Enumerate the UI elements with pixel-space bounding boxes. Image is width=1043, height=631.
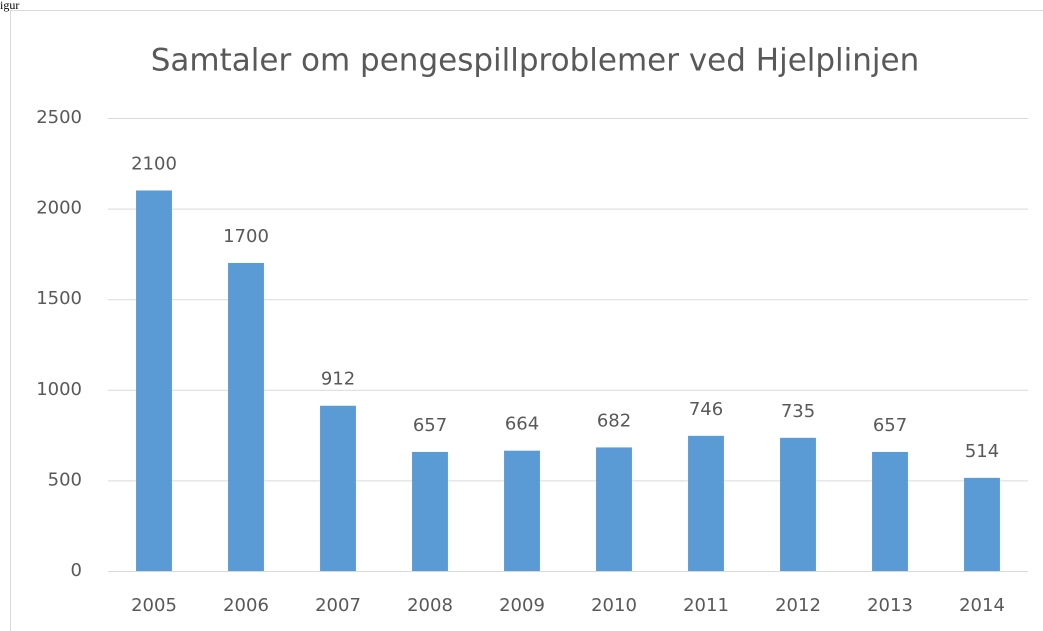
data-label: 682 [597,410,631,431]
caption: igur [0,0,19,12]
data-label: 912 [321,369,355,390]
x-tick-label: 2006 [223,595,269,616]
data-label: 2100 [131,153,177,174]
data-label: 514 [965,441,999,462]
data-label: 735 [781,401,815,422]
x-tick-label: 2014 [959,595,1005,616]
x-tick-label: 2013 [867,595,913,616]
bar [504,450,540,571]
bar [320,405,356,571]
y-tick-label: 500 [48,469,82,490]
y-tick-label: 1500 [36,288,82,309]
y-tick-label: 0 [71,560,82,581]
x-tick-label: 2008 [407,595,453,616]
y-tick-label: 2000 [36,198,82,219]
y-tick-label: 1000 [36,379,82,400]
x-tick-label: 2007 [315,595,361,616]
chart-title: Samtaler om pengespillproblemer ved Hjel… [151,43,920,79]
y-tick-label: 2500 [36,107,82,128]
bar [872,451,908,571]
bar [228,262,264,571]
x-tick-label: 2010 [591,595,637,616]
data-label: 657 [873,415,907,436]
bar [964,477,1000,571]
x-tick-label: 2011 [683,595,729,616]
bar [596,447,632,571]
bar [688,435,724,571]
data-label: 1700 [223,226,269,247]
data-label: 746 [689,399,723,420]
bar [412,451,448,571]
data-label: 664 [505,414,539,435]
x-tick-label: 2012 [775,595,821,616]
data-label: 657 [413,415,447,436]
bar [780,437,816,571]
x-tick-label: 2005 [131,595,177,616]
x-tick-label: 2009 [499,595,545,616]
bar [136,190,172,572]
